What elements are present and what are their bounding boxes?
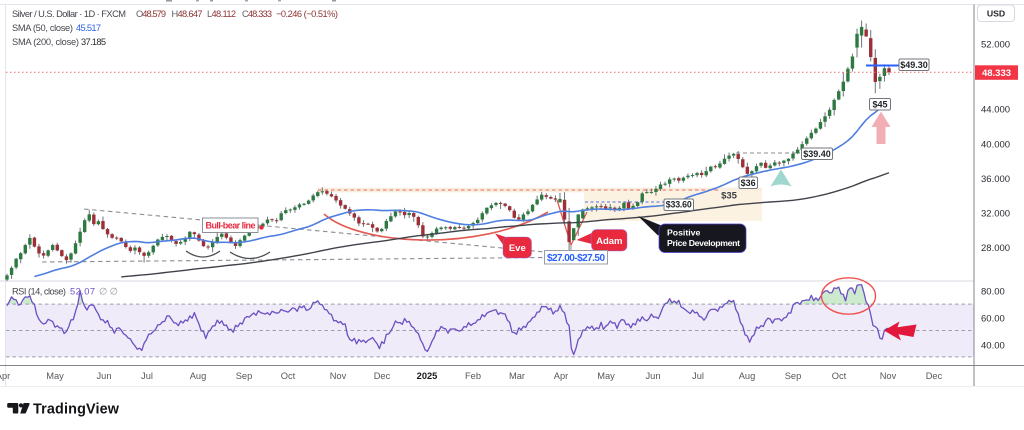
svg-text:Positive: Positive (667, 228, 700, 238)
svg-text:$49.30: $49.30 (900, 60, 928, 70)
svg-text:H48.647: H48.647 (172, 9, 203, 19)
svg-text:Adam: Adam (596, 236, 622, 247)
svg-text:Feb: Feb (465, 371, 481, 381)
svg-text:40.000: 40.000 (981, 139, 1010, 150)
svg-text:RSI (14, close): RSI (14, close) (12, 287, 66, 297)
svg-text:$39.40: $39.40 (803, 149, 831, 159)
svg-text:80.00: 80.00 (981, 286, 1005, 297)
svg-text:Dec: Dec (926, 371, 943, 381)
svg-text:37.185: 37.185 (81, 37, 106, 47)
svg-text:60.00: 60.00 (981, 313, 1005, 324)
svg-text:O48.579: O48.579 (136, 9, 166, 19)
svg-text:36.000: 36.000 (981, 174, 1010, 185)
svg-text:2025: 2025 (417, 371, 438, 381)
svg-text:Nov: Nov (330, 371, 347, 381)
svg-text:USD: USD (987, 9, 1005, 19)
svg-text:28.000: 28.000 (981, 243, 1010, 254)
svg-text:Jul: Jul (692, 371, 704, 381)
svg-text:44.000: 44.000 (981, 104, 1010, 115)
svg-text:Eve: Eve (509, 243, 526, 254)
svg-text:$27.00-$27.50: $27.00-$27.50 (547, 253, 605, 264)
svg-text:52.07: 52.07 (70, 287, 95, 297)
svg-text:Nov: Nov (880, 371, 897, 381)
svg-text:Sep: Sep (236, 371, 253, 381)
svg-text:32.000: 32.000 (981, 208, 1010, 219)
svg-text:Sep: Sep (785, 371, 802, 381)
svg-text:Bull-bear line: Bull-bear line (206, 221, 256, 231)
svg-text:Jun: Jun (97, 371, 112, 381)
svg-text:Silver / U.S. Dollar · 1D · FX: Silver / U.S. Dollar · 1D · FXCM (12, 9, 126, 19)
svg-text:$45: $45 (872, 100, 887, 110)
svg-text:48.333: 48.333 (982, 68, 1011, 79)
svg-text:Aug: Aug (190, 371, 207, 381)
svg-text:45.517: 45.517 (76, 23, 101, 33)
svg-text:May: May (46, 371, 64, 381)
svg-text:Jun: Jun (646, 371, 661, 381)
svg-text:SMA (50, close): SMA (50, close) (12, 23, 73, 33)
svg-text:−0.246 (−0.51%): −0.246 (−0.51%) (276, 9, 338, 19)
svg-text:Aug: Aug (739, 371, 756, 381)
svg-text:$33.60: $33.60 (666, 200, 692, 210)
svg-text:May: May (597, 371, 615, 381)
svg-text:Dec: Dec (374, 371, 391, 381)
svg-text:SMA (200, close): SMA (200, close) (12, 37, 79, 47)
svg-text:Apr: Apr (554, 371, 568, 381)
svg-text:C48.333: C48.333 (242, 9, 272, 19)
svg-text:Jul: Jul (141, 371, 153, 381)
svg-text:∅ ∅: ∅ ∅ (99, 287, 118, 297)
svg-text:52.000: 52.000 (981, 39, 1010, 50)
svg-text:TradingView: TradingView (33, 402, 120, 418)
svg-text:Oct: Oct (832, 371, 847, 381)
svg-text:Mar: Mar (509, 371, 525, 381)
svg-text:Oct: Oct (281, 371, 296, 381)
svg-text:40.00: 40.00 (981, 340, 1005, 351)
svg-text:Price Development: Price Development (667, 238, 740, 248)
svg-text:L48.112: L48.112 (207, 9, 236, 19)
svg-text:$36: $36 (741, 178, 756, 188)
svg-text:$35: $35 (721, 191, 738, 202)
svg-text:Apr: Apr (0, 371, 10, 381)
